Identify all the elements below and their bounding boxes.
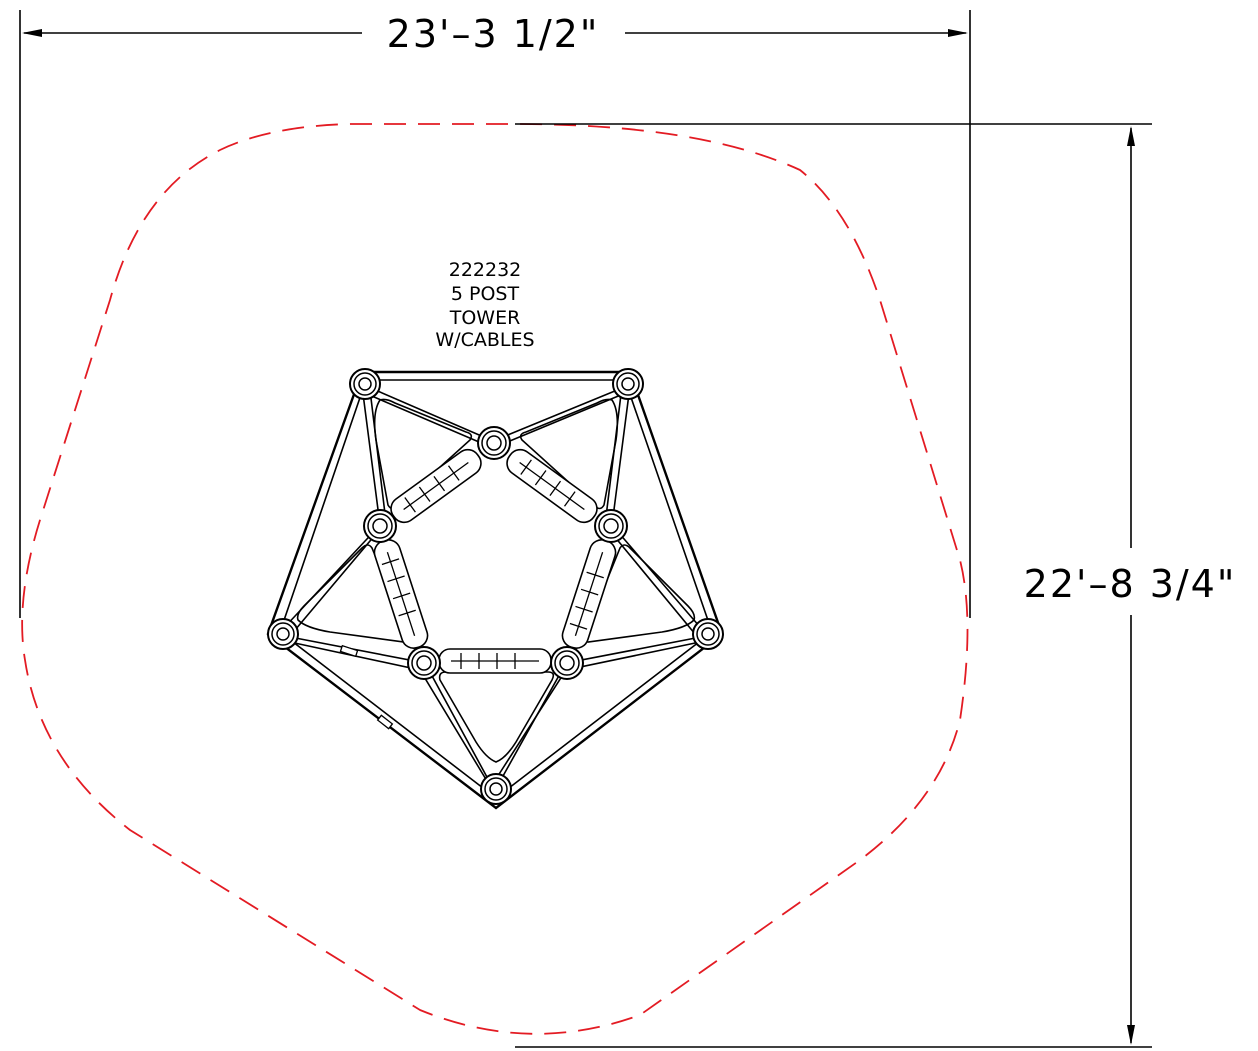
depth-dimension: 22'–8 3/4" (515, 123, 1237, 1048)
post-inner-top (477, 426, 511, 460)
post-inner-right (594, 509, 628, 543)
bridge-right (561, 539, 617, 649)
width-dimension-label: 23'–3 1/2" (387, 12, 600, 56)
product-description-line-1: 5 POST (451, 283, 520, 305)
post-inner-bottom-left (407, 646, 441, 680)
bridge-left (373, 539, 429, 649)
product-description-line-2: TOWER (449, 307, 521, 329)
product-label: 222232 5 POST TOWER W/CABLES (435, 259, 534, 351)
width-dimension: 23'–3 1/2" (19, 10, 971, 618)
post-inner-left (363, 509, 397, 543)
use-zone-boundary (21, 123, 969, 1035)
width-arrow-left (22, 29, 42, 37)
cable-turnbuckles (339, 644, 394, 730)
depth-dimension-label: 22'–8 3/4" (1024, 562, 1237, 606)
product-description-line-3: W/CABLES (435, 329, 534, 351)
post-outer-right (692, 618, 724, 650)
bridge-upper-left (390, 448, 482, 524)
post-outer-left (267, 618, 299, 650)
post-inner-bottom-right (550, 646, 584, 680)
tower-structure (266, 368, 724, 810)
outer-cable-frame-inner (279, 379, 713, 800)
depth-arrow-top (1127, 126, 1135, 146)
width-arrow-right (948, 29, 968, 37)
bridge-upper-right (506, 448, 598, 524)
post-outer-bottom (480, 773, 512, 805)
bridge-bottom (438, 648, 552, 674)
depth-arrow-bottom (1127, 1025, 1135, 1045)
product-number: 222232 (449, 259, 522, 281)
post-outer-top-right (612, 368, 644, 400)
post-outer-top-left (349, 368, 381, 400)
outer-cable-frame (266, 370, 724, 810)
